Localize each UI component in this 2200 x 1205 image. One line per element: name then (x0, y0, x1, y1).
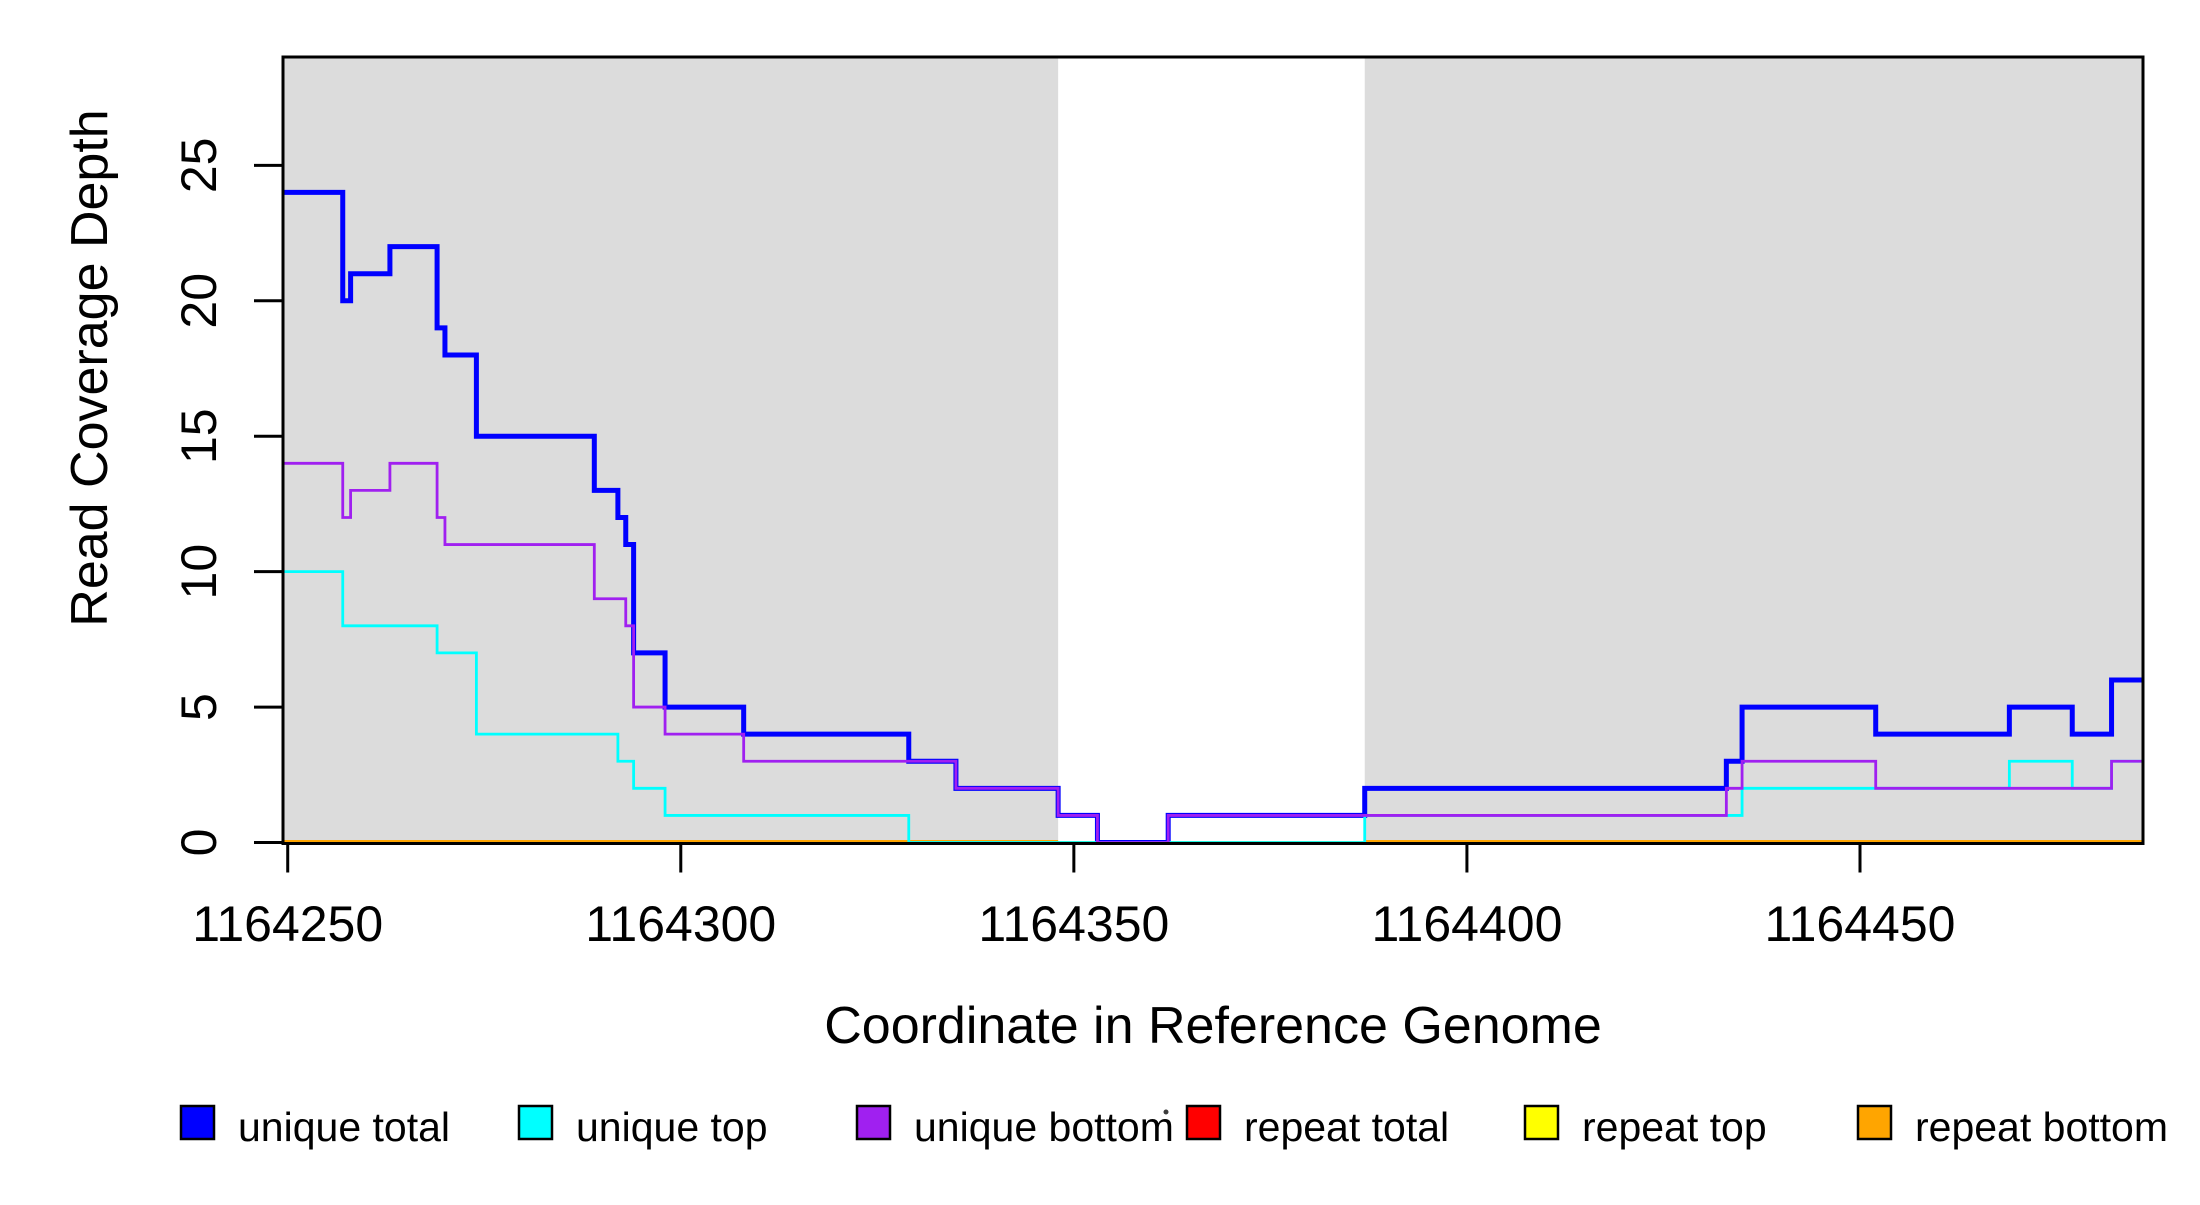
y-axis-title: Read Coverage Depth (61, 109, 119, 626)
legend-item-unique-total: unique total (179, 1104, 450, 1150)
legend-label: unique bottom (914, 1104, 1174, 1150)
x-tick-label: 1164400 (1371, 896, 1562, 952)
x-tick-label: 1164350 (978, 896, 1169, 952)
series-line-unique-total (283, 189, 2143, 845)
legend-item-unique-top: unique top (517, 1104, 768, 1150)
legend-item-repeat-top: repeat top (1523, 1104, 1767, 1150)
legend-swatch-repeat-bottom (1856, 1104, 1893, 1141)
legend-swatch-unique-bottom (855, 1104, 892, 1141)
y-tick-label: 15 (171, 408, 227, 464)
legend-swatch-repeat-top (1523, 1104, 1560, 1141)
y-tick-label: 25 (171, 138, 227, 194)
legend-item-repeat-bottom: repeat bottom (1856, 1104, 2168, 1150)
y-tick-label: 10 (171, 544, 227, 600)
x-tick-label: 1164300 (585, 896, 776, 952)
x-tick-label: 1164250 (192, 896, 383, 952)
legend-swatch-repeat-total (1185, 1104, 1222, 1141)
y-tick-label: 0 (171, 829, 227, 857)
panel-shading-bands (283, 57, 2143, 844)
y-axis: 0 5 10 15 20 25 (171, 138, 283, 857)
legend-item-unique-bottom: unique bottom (855, 1104, 1174, 1150)
series-line-unique-bottom (283, 461, 2143, 844)
x-axis: 1164250 1164300 1164350 1164400 1164450 (192, 843, 1956, 952)
legend-label: repeat top (1582, 1104, 1767, 1150)
stray-dot (1163, 1109, 1169, 1115)
shaded-band (1364, 57, 2143, 844)
legend: unique total unique top unique bottom repea… (179, 1104, 2168, 1150)
shaded-band (283, 57, 1059, 844)
series-line-unique-top (283, 570, 2143, 844)
legend-swatch-unique-total (179, 1104, 216, 1141)
legend-label: unique top (576, 1104, 768, 1150)
legend-label: repeat bottom (1915, 1104, 2168, 1150)
legend-label: repeat total (1244, 1104, 1449, 1150)
legend-label: unique total (238, 1104, 450, 1150)
legend-swatch-unique-top (517, 1104, 554, 1141)
y-tick-label: 5 (171, 693, 227, 721)
x-tick-label: 1164450 (1765, 896, 1956, 952)
x-axis-title: Coordinate in Reference Genome (824, 997, 1602, 1055)
legend-item-repeat-total: repeat total (1185, 1104, 1449, 1150)
y-tick-label: 20 (171, 273, 227, 329)
plot-border (281, 55, 2145, 845)
